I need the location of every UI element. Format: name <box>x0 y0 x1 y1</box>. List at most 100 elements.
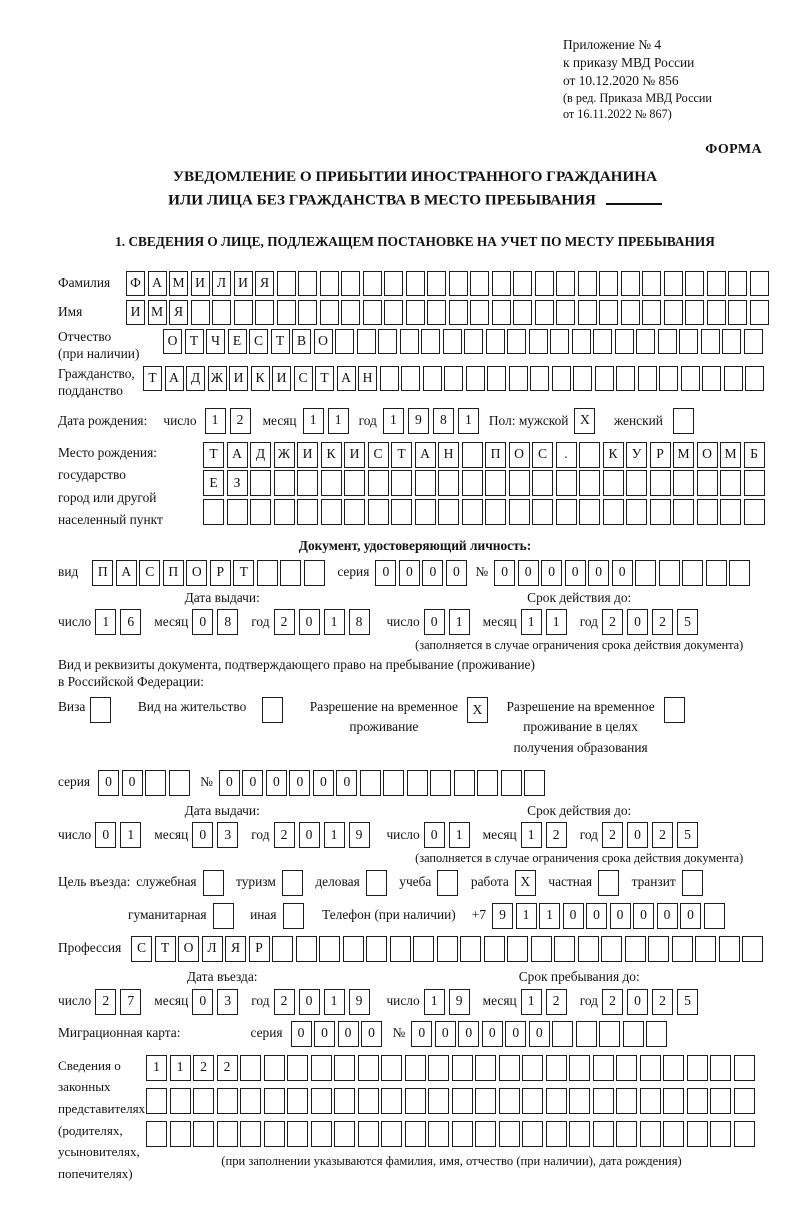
char-cell[interactable]: А <box>115 559 137 586</box>
char-cell[interactable] <box>297 498 318 525</box>
char-cell[interactable] <box>513 299 532 325</box>
char-cell[interactable] <box>320 498 342 525</box>
char-cell[interactable]: 0 <box>422 559 444 586</box>
char-cell[interactable] <box>639 1120 661 1147</box>
char-cell[interactable] <box>356 328 376 354</box>
char-cell[interactable]: 0 <box>656 902 678 929</box>
char-cell[interactable] <box>636 328 655 354</box>
char-cell[interactable] <box>405 270 425 296</box>
char-cell[interactable] <box>700 328 720 354</box>
char-cell[interactable]: 2 <box>545 822 567 849</box>
char-cell[interactable] <box>406 769 428 796</box>
char-cell[interactable] <box>344 470 365 497</box>
char-cell[interactable]: 9 <box>348 822 370 849</box>
char-cell[interactable]: 7 <box>120 988 142 1015</box>
char-cell[interactable] <box>470 270 489 296</box>
char-cell[interactable] <box>233 299 253 325</box>
char-cell[interactable]: 6 <box>120 609 142 636</box>
char-cell[interactable] <box>696 470 718 497</box>
char-cell[interactable]: 0 <box>626 822 648 849</box>
char-cell[interactable]: 1 <box>120 822 142 849</box>
char-cell[interactable]: 1 <box>323 822 345 849</box>
char-cell[interactable] <box>733 1120 755 1147</box>
char-cell[interactable]: Ф <box>126 270 145 296</box>
char-cell[interactable] <box>685 299 704 325</box>
char-cell[interactable]: Е <box>227 328 247 354</box>
char-cell[interactable] <box>657 328 677 354</box>
char-cell[interactable] <box>276 299 296 325</box>
char-cell[interactable]: 0 <box>361 1020 383 1047</box>
char-cell[interactable] <box>522 1120 543 1147</box>
char-cell[interactable] <box>334 1054 355 1081</box>
char-cell[interactable]: 0 <box>121 769 143 796</box>
char-cell[interactable] <box>507 935 528 962</box>
char-cell[interactable]: 0 <box>458 1020 480 1047</box>
char-cell[interactable]: 0 <box>564 559 586 586</box>
char-cell[interactable] <box>579 470 600 497</box>
char-cell[interactable]: 0 <box>611 559 633 586</box>
char-cell[interactable] <box>616 366 635 392</box>
char-cell[interactable] <box>319 299 339 325</box>
char-cell[interactable]: Т <box>270 328 290 354</box>
char-cell[interactable] <box>696 498 718 525</box>
char-cell[interactable] <box>379 366 399 392</box>
char-cell[interactable] <box>203 498 224 525</box>
char-cell[interactable] <box>427 270 446 296</box>
char-cell[interactable] <box>464 328 483 354</box>
char-cell[interactable] <box>320 470 342 497</box>
char-cell[interactable] <box>663 1120 684 1147</box>
char-cell[interactable]: X <box>514 869 536 896</box>
char-cell[interactable] <box>686 1120 708 1147</box>
char-cell[interactable]: 1 <box>382 407 404 434</box>
char-cell[interactable]: 1 <box>423 988 445 1015</box>
char-cell[interactable] <box>592 1120 614 1147</box>
char-cell[interactable]: Я <box>255 270 274 296</box>
char-cell[interactable] <box>485 470 506 497</box>
char-cell[interactable] <box>250 470 271 497</box>
char-cell[interactable] <box>555 470 577 497</box>
char-cell[interactable]: 0 <box>312 769 334 796</box>
char-cell[interactable]: Е <box>203 470 224 497</box>
char-cell[interactable] <box>728 270 747 296</box>
char-cell[interactable] <box>720 498 741 525</box>
char-cell[interactable]: 2 <box>601 609 623 636</box>
char-cell[interactable] <box>437 869 459 896</box>
char-cell[interactable] <box>601 935 622 962</box>
char-cell[interactable]: 0 <box>242 769 264 796</box>
char-cell[interactable]: 2 <box>651 609 673 636</box>
char-cell[interactable]: Ч <box>206 328 225 354</box>
char-cell[interactable] <box>276 270 296 296</box>
char-cell[interactable] <box>491 299 511 325</box>
char-cell[interactable]: 0 <box>411 1020 433 1047</box>
char-cell[interactable] <box>671 935 693 962</box>
char-cell[interactable]: 2 <box>193 1054 214 1081</box>
char-cell[interactable]: 1 <box>327 407 349 434</box>
char-cell[interactable]: Т <box>184 328 204 354</box>
char-cell[interactable]: 0 <box>290 1020 312 1047</box>
char-cell[interactable]: Д <box>250 441 271 468</box>
char-cell[interactable]: 0 <box>609 902 631 929</box>
char-cell[interactable] <box>742 935 763 962</box>
char-cell[interactable]: О <box>178 935 199 962</box>
char-cell[interactable]: В <box>292 328 311 354</box>
char-cell[interactable]: 5 <box>676 988 698 1015</box>
char-cell[interactable] <box>357 1087 379 1114</box>
char-cell[interactable] <box>240 1120 261 1147</box>
char-cell[interactable]: 1 <box>515 902 537 929</box>
char-cell[interactable] <box>303 559 325 586</box>
char-cell[interactable] <box>282 902 304 929</box>
char-cell[interactable] <box>485 498 506 525</box>
char-cell[interactable]: 2 <box>545 988 567 1015</box>
char-cell[interactable] <box>639 1054 661 1081</box>
char-cell[interactable]: О <box>696 441 718 468</box>
char-cell[interactable] <box>551 366 571 392</box>
char-cell[interactable]: О <box>508 441 530 468</box>
char-cell[interactable] <box>556 299 575 325</box>
char-cell[interactable]: О <box>163 328 182 354</box>
char-cell[interactable] <box>444 366 463 392</box>
char-cell[interactable]: 3 <box>217 988 239 1015</box>
char-cell[interactable]: Т <box>233 559 255 586</box>
char-cell[interactable] <box>359 769 381 796</box>
char-cell[interactable] <box>522 1087 543 1114</box>
char-cell[interactable] <box>428 1054 449 1081</box>
